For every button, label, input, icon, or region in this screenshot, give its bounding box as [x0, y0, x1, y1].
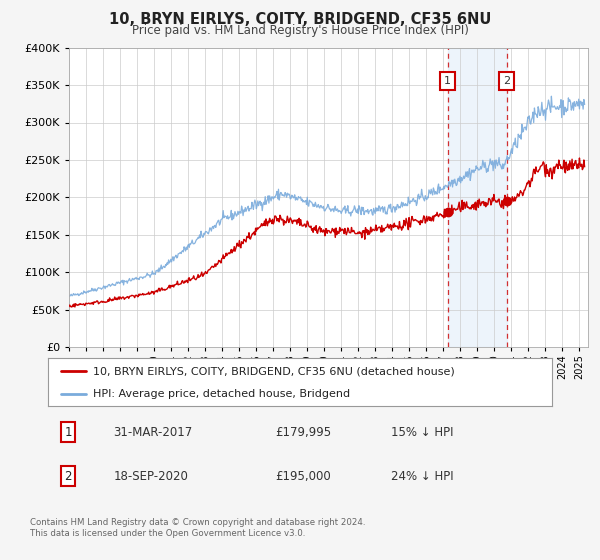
Text: 18-SEP-2020: 18-SEP-2020 [113, 470, 188, 483]
Text: 31-MAR-2017: 31-MAR-2017 [113, 426, 193, 438]
Text: Contains HM Land Registry data © Crown copyright and database right 2024.: Contains HM Land Registry data © Crown c… [30, 518, 365, 527]
Text: Price paid vs. HM Land Registry's House Price Index (HPI): Price paid vs. HM Land Registry's House … [131, 24, 469, 36]
Text: 1: 1 [444, 76, 451, 86]
Text: 2: 2 [64, 470, 72, 483]
Text: HPI: Average price, detached house, Bridgend: HPI: Average price, detached house, Brid… [94, 389, 350, 399]
Text: 24% ↓ HPI: 24% ↓ HPI [391, 470, 454, 483]
Text: £195,000: £195,000 [275, 470, 331, 483]
Text: 10, BRYN EIRLYS, COITY, BRIDGEND, CF35 6NU (detached house): 10, BRYN EIRLYS, COITY, BRIDGEND, CF35 6… [94, 366, 455, 376]
Text: £179,995: £179,995 [275, 426, 331, 438]
Text: This data is licensed under the Open Government Licence v3.0.: This data is licensed under the Open Gov… [30, 529, 305, 538]
Text: 10, BRYN EIRLYS, COITY, BRIDGEND, CF35 6NU: 10, BRYN EIRLYS, COITY, BRIDGEND, CF35 6… [109, 12, 491, 27]
Text: 1: 1 [64, 426, 72, 438]
Text: 15% ↓ HPI: 15% ↓ HPI [391, 426, 453, 438]
Bar [448, 48, 506, 347]
Text: 2: 2 [503, 76, 510, 86]
